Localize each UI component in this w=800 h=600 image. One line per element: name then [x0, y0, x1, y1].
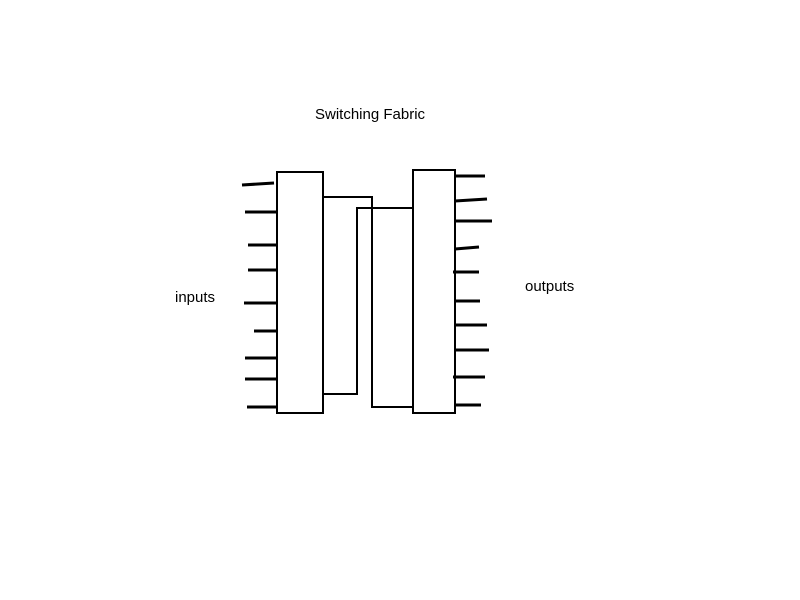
input-switch-block: [276, 171, 324, 414]
inputs-label: inputs: [175, 289, 216, 306]
outputs-label: outputs: [525, 278, 575, 295]
output-line: [454, 197, 488, 203]
output-line: [454, 245, 480, 251]
input-line: [241, 181, 275, 187]
output-switch-block: [412, 169, 456, 414]
diagram-title: Switching Fabric: [315, 106, 426, 123]
interconnect-path-lower: [323, 207, 413, 395]
interconnect-path-upper: [323, 196, 413, 408]
